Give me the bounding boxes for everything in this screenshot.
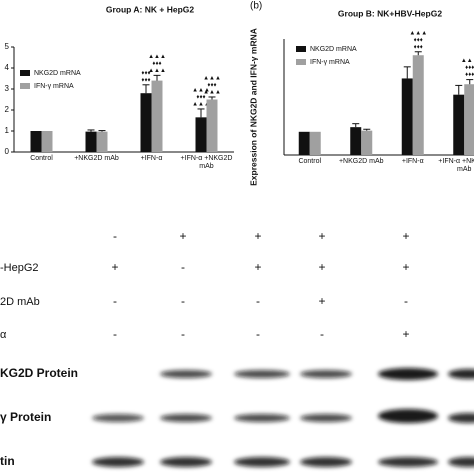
bar [464,84,474,155]
y-tick-label: 3 [5,84,10,93]
legend-swatch [296,59,306,65]
significance-marker: ♦♦♦ [207,83,216,89]
treatment-sign: + [254,229,261,243]
significance-marker: ▲▲▲ [461,58,474,64]
chart-title: Group B: NK+HBV-HepG2 [338,8,442,18]
bar [96,131,108,152]
y-tick-label: 2 [5,105,10,114]
x-tick-label: +NKG2D mAb [338,158,384,165]
bar [195,117,207,152]
bar [151,80,163,152]
bar [30,131,42,152]
treatment-sign: - [256,327,260,341]
significance-marker: ♦♦♦ [141,77,150,83]
x-tick-label: +IFN-α [401,158,424,165]
band-label: tin [0,454,15,468]
y-tick-label: 1 [5,126,10,135]
treatment-sign: - [181,260,185,274]
y-tick-label: 4 [5,63,10,72]
legend-label: NKG2D mRNA [310,46,357,53]
significance-marker: ▲▲▲ [409,30,427,36]
treatment-sign: + [402,327,409,341]
treatment-sign: - [256,294,260,308]
bar [309,131,321,155]
significance-marker: ♦♦♦ [414,37,423,43]
treatment-sign: - [404,294,408,308]
bar [412,55,424,155]
treatment-sign: - [113,327,117,341]
bar [85,131,97,152]
y-tick-label: 5 [5,42,10,51]
significance-marker: ▲▲▲ [148,54,166,60]
x-tick-label: Control [30,155,53,162]
significance-marker: ▲▲▲ [192,102,210,108]
treatment-sign: + [254,260,261,274]
legend-label: IFN-γ mRNA [310,59,350,66]
significance-marker: ▲▲▲ [192,88,210,94]
treatment-sign: - [181,327,185,341]
row-label: 2D mAb [0,296,40,308]
row-label: α [0,329,7,341]
band-label: KG2D Protein [0,366,78,380]
legend-swatch [20,70,30,76]
bar [206,99,218,152]
treatment-sign: - [320,327,324,341]
legend-swatch [296,46,306,52]
legend-swatch [20,83,30,89]
bar [361,130,373,155]
x-tick-label: +NKG2D mAb [74,155,119,162]
treatment-sign: + [318,229,325,243]
bar [298,131,310,155]
y-axis-label: Expression of NKG2D and IFN-γ mRNA [248,28,258,186]
treatment-sign: + [402,260,409,274]
significance-marker: ♦♦♦ [141,70,150,76]
treatment-sign: - [113,229,117,243]
significance-marker: ♦♦♦ [196,95,205,101]
treatment-sign: + [318,294,325,308]
significance-marker: ▲▲▲ [148,68,166,74]
treatment-sign: + [402,229,409,243]
significance-marker: ♦♦♦ [465,65,474,71]
treatment-sign: + [179,229,186,243]
bar [401,78,413,155]
legend-label: IFN-γ mRNA [34,83,74,90]
row-label: -HepG2 [0,262,39,274]
significance-marker: ♦♦♦ [465,72,474,78]
legend-label: NKG2D mRNA [34,70,81,77]
x-tick-label: +IFN-α +NKG2D mAb [180,155,233,170]
chart-title: Group A: NK + HepG2 [106,4,195,14]
significance-marker: ▲▲▲ [203,76,221,82]
x-tick-label: +IFN-α [140,155,163,162]
x-tick-label: Control [298,158,322,165]
y-tick-label: 0 [5,147,10,156]
significance-marker: ♦♦♦ [414,44,423,50]
significance-marker: ♦♦♦ [152,61,161,67]
bar [453,94,465,155]
bar [140,93,152,152]
treatment-sign: - [181,294,185,308]
panel-label: (b) [250,1,262,12]
treatment-sign: + [111,260,118,274]
band-label: γ Protein [0,410,51,424]
blot-bands [92,368,474,467]
x-tick-label: +IFN-α +NKG2D mAb [438,158,474,173]
treatment-sign: - [113,294,117,308]
significance-marker: ▲▲▲ [203,90,221,96]
treatment-sign: + [318,260,325,274]
bar [41,131,53,152]
bar [350,127,362,155]
